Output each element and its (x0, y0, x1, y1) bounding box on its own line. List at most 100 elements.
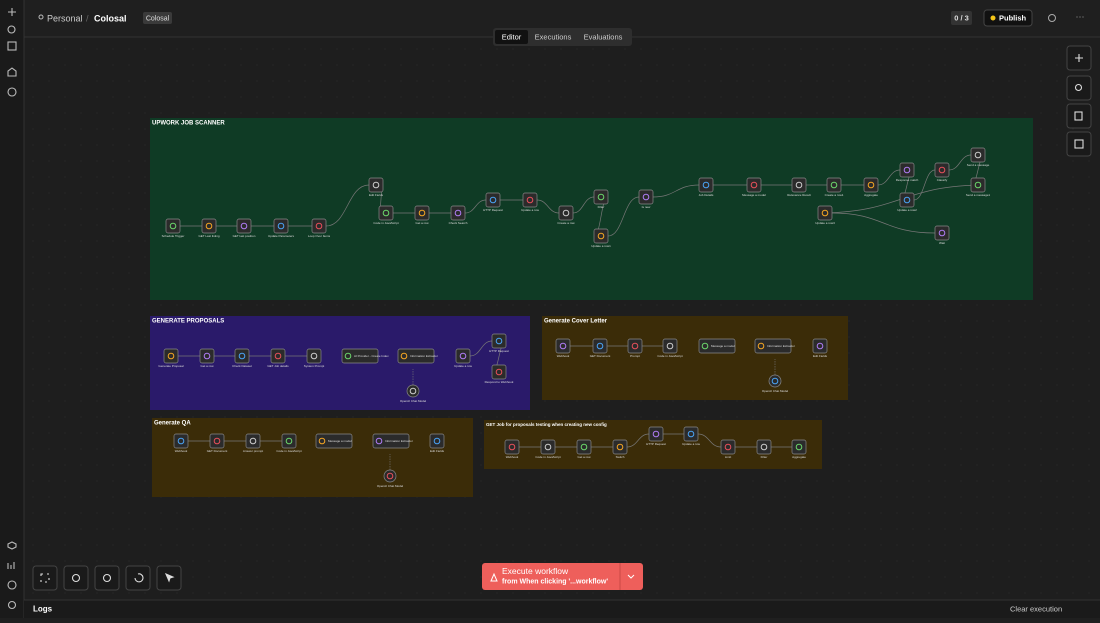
publish-label[interactable]: Publish (999, 13, 1027, 22)
node[interactable] (662, 338, 678, 354)
node[interactable] (450, 205, 466, 221)
execute-label[interactable]: Execute workflow (502, 566, 569, 576)
node[interactable] (311, 218, 327, 234)
node[interactable] (368, 177, 384, 193)
undo-button[interactable] (125, 565, 151, 591)
node[interactable] (315, 433, 353, 449)
node[interactable] (491, 364, 507, 380)
node[interactable] (491, 333, 507, 349)
chat-icon[interactable] (7, 87, 17, 97)
breadcrumb-owner[interactable]: Personal (47, 13, 83, 23)
help-icon[interactable] (7, 580, 17, 590)
panel-button[interactable] (1066, 131, 1092, 157)
node-label: Check Dataset (232, 364, 252, 368)
node[interactable] (558, 205, 574, 221)
node[interactable] (863, 177, 879, 193)
templates-icon[interactable] (7, 541, 17, 550)
node[interactable] (812, 338, 828, 354)
node[interactable] (756, 439, 772, 455)
sticky-button[interactable] (1066, 103, 1092, 129)
node[interactable] (273, 218, 289, 234)
tag-chip[interactable] (143, 12, 172, 24)
search-icon[interactable] (7, 25, 16, 34)
node[interactable] (281, 433, 297, 449)
node[interactable] (934, 162, 950, 178)
node[interactable] (934, 225, 950, 241)
node[interactable] (970, 147, 986, 163)
sub-node[interactable] (768, 374, 782, 388)
search-node-button[interactable] (1066, 75, 1092, 101)
node[interactable] (576, 439, 592, 455)
node[interactable] (627, 338, 643, 354)
node[interactable] (414, 205, 430, 221)
more-icon[interactable]: ··· (1076, 11, 1085, 21)
node[interactable] (791, 177, 807, 193)
node[interactable] (791, 439, 807, 455)
tab[interactable]: Executions (535, 32, 572, 41)
node[interactable] (245, 433, 261, 449)
node[interactable] (555, 338, 571, 354)
node[interactable] (720, 439, 736, 455)
tag[interactable]: Colosal (146, 15, 170, 22)
node[interactable] (236, 218, 252, 234)
execute-button[interactable] (482, 563, 643, 590)
node-icon (177, 437, 185, 445)
sub-node[interactable] (406, 384, 420, 398)
node[interactable] (648, 426, 664, 442)
sub-node[interactable] (383, 469, 397, 483)
tab[interactable]: Editor (502, 32, 522, 41)
node[interactable] (593, 228, 609, 244)
node[interactable] (754, 338, 792, 354)
node[interactable] (698, 177, 714, 193)
add-icon[interactable] (8, 8, 16, 16)
node[interactable] (378, 205, 394, 221)
tab[interactable]: Evaluations (584, 32, 623, 41)
node[interactable] (593, 189, 609, 205)
node[interactable] (826, 177, 842, 193)
publish-button[interactable] (983, 9, 1033, 27)
node[interactable] (397, 348, 435, 364)
fit-view-button[interactable] (32, 565, 58, 591)
execute-dropdown[interactable] (627, 574, 635, 579)
node[interactable] (817, 205, 833, 221)
node[interactable] (455, 348, 471, 364)
home-icon[interactable] (7, 67, 17, 77)
node[interactable] (540, 439, 556, 455)
node[interactable] (429, 433, 445, 449)
insights-icon[interactable] (7, 562, 15, 569)
execute-sub[interactable]: from When clicking '...workflow' (502, 578, 608, 585)
node[interactable] (504, 439, 520, 455)
node[interactable] (341, 348, 379, 364)
counter[interactable]: 0 / 3 (954, 13, 969, 22)
zoom-in-button[interactable] (63, 565, 89, 591)
counter-box[interactable] (951, 11, 972, 25)
node[interactable] (163, 348, 179, 364)
workflow-name[interactable]: Colosal (94, 13, 127, 23)
node[interactable] (899, 192, 915, 208)
node[interactable] (638, 189, 654, 205)
zoom-out-button[interactable] (94, 565, 120, 591)
node[interactable] (306, 348, 322, 364)
settings-icon[interactable] (7, 600, 17, 610)
node[interactable] (698, 338, 736, 354)
node[interactable] (485, 192, 501, 208)
logs-label[interactable]: Logs (33, 605, 53, 614)
node[interactable] (970, 177, 986, 193)
node[interactable] (165, 218, 181, 234)
node[interactable] (683, 426, 699, 442)
node[interactable] (234, 348, 250, 364)
node[interactable] (173, 433, 189, 449)
node[interactable] (899, 162, 915, 178)
node[interactable] (209, 433, 225, 449)
node[interactable] (522, 192, 538, 208)
node[interactable] (592, 338, 608, 354)
node[interactable] (270, 348, 286, 364)
node[interactable] (199, 348, 215, 364)
node[interactable] (612, 439, 628, 455)
clear-execution[interactable]: Clear execution (1010, 604, 1062, 613)
node[interactable] (372, 433, 410, 449)
history-icon[interactable] (1048, 14, 1056, 22)
node[interactable] (201, 218, 217, 234)
panel-icon[interactable] (7, 41, 17, 51)
node[interactable] (746, 177, 762, 193)
